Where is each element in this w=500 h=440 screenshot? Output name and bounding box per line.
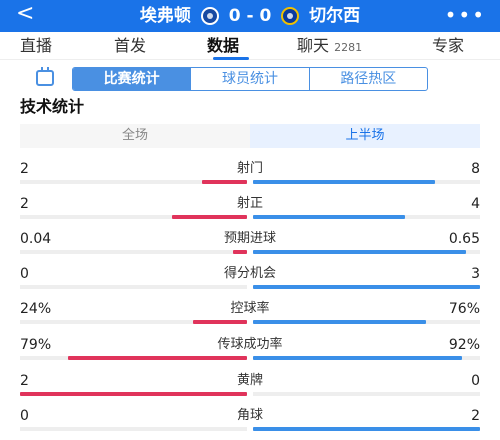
section-title: 技术统计 <box>20 97 85 116</box>
stat-row: 2 射门 8 <box>0 160 500 194</box>
home-stat-track <box>20 392 247 396</box>
stat-row: 0 角球 2 <box>0 407 500 440</box>
stat-label: 传球成功率 <box>217 337 283 352</box>
home-stat-value: 0.04 <box>20 231 52 247</box>
stat-label: 控球率 <box>230 301 270 316</box>
away-stat-value: 92% <box>448 337 480 353</box>
away-stat-value: 4 <box>471 196 480 212</box>
away-team-name: 切尔西 <box>309 6 361 26</box>
period-full-match[interactable]: 全场 <box>20 124 250 148</box>
away-stat-value: 76% <box>448 301 480 317</box>
away-stat-track <box>253 250 480 254</box>
home-stat-bar <box>68 356 247 360</box>
subtab-match-stats[interactable]: 比赛统计 <box>73 68 191 90</box>
tab-chat[interactable]: 聊天 2281 <box>297 36 363 55</box>
away-stat-value: 2 <box>471 408 480 424</box>
period-first-half[interactable]: 上半场 <box>250 124 480 148</box>
away-stat-value: 0.65 <box>448 231 480 247</box>
away-stat-value: 3 <box>471 266 480 282</box>
home-stat-bar <box>172 215 247 219</box>
stat-row: 0 得分机会 3 <box>0 265 500 299</box>
home-stat-bar <box>202 180 247 184</box>
away-stat-bar <box>253 250 466 254</box>
away-stat-track <box>253 356 480 360</box>
match-title: 埃弗顿 0 - 0 切尔西 <box>0 5 500 27</box>
stat-label: 角球 <box>236 408 263 423</box>
home-stat-track <box>20 427 247 431</box>
stat-label: 射门 <box>236 161 263 176</box>
stats-subtabs: 比赛统计 球员统计 路径热区 <box>72 67 428 91</box>
away-stat-bar <box>253 180 435 184</box>
subtab-player-stats[interactable]: 球员统计 <box>190 68 308 90</box>
score: 0 - 0 <box>228 6 272 26</box>
stat-label: 预期进球 <box>223 231 276 246</box>
away-stat-track <box>253 320 480 324</box>
home-stat-value: 2 <box>20 196 29 212</box>
main-tabs: 直播 首发 数据 聊天 2281 专家 <box>0 32 500 60</box>
away-stat-bar <box>253 320 426 324</box>
home-stat-bar <box>20 392 247 396</box>
home-team-name: 埃弗顿 <box>139 6 191 26</box>
away-stat-track <box>253 285 480 289</box>
away-stat-bar <box>253 215 405 219</box>
subtab-heatmap[interactable]: 路径热区 <box>308 68 427 90</box>
tab-experts[interactable]: 专家 <box>432 36 465 55</box>
home-stat-value: 0 <box>20 266 29 282</box>
active-tab-indicator <box>213 57 249 60</box>
home-stat-track <box>20 285 247 289</box>
chat-count: 2281 <box>334 41 363 54</box>
away-stat-bar <box>253 356 462 360</box>
home-stat-track <box>20 356 247 360</box>
away-stat-value: 0 <box>471 373 480 389</box>
home-stat-track <box>20 215 247 219</box>
home-stat-value: 79% <box>20 337 52 353</box>
stat-row: 2 射正 4 <box>0 195 500 229</box>
stat-row: 79% 传球成功率 92% <box>0 336 500 370</box>
away-stat-track <box>253 180 480 184</box>
stat-row: 24% 控球率 76% <box>0 300 500 334</box>
period-toggle: 全场 上半场 <box>20 124 480 148</box>
stat-label: 黄牌 <box>236 373 263 388</box>
stat-label: 得分机会 <box>223 266 276 281</box>
stat-row: 0.04 预期进球 0.65 <box>0 230 500 264</box>
tab-lineup[interactable]: 首发 <box>114 36 147 55</box>
stat-row: 2 黄牌 0 <box>0 372 500 406</box>
away-stat-value: 8 <box>471 161 480 177</box>
chelsea-crest-icon <box>281 7 300 25</box>
home-stat-value: 2 <box>20 373 29 389</box>
home-stat-value: 24% <box>20 301 52 317</box>
away-stat-track <box>253 215 480 219</box>
home-stat-track <box>20 250 247 254</box>
match-header: < 埃弗顿 0 - 0 切尔西 ••• <box>0 0 500 32</box>
home-stat-value: 2 <box>20 161 29 177</box>
tab-data[interactable]: 数据 <box>207 36 240 55</box>
home-stat-track <box>20 180 247 184</box>
everton-crest-icon <box>200 7 219 25</box>
home-stat-track <box>20 320 247 324</box>
away-stat-track <box>253 392 480 396</box>
stat-label: 射正 <box>236 196 263 211</box>
more-icon[interactable]: ••• <box>444 3 486 27</box>
back-icon[interactable]: < <box>16 1 35 26</box>
home-stat-value: 0 <box>20 408 29 424</box>
home-stat-bar <box>193 320 247 324</box>
away-stat-track <box>253 427 480 431</box>
away-stat-bar <box>253 427 480 431</box>
away-stat-bar <box>253 285 480 289</box>
calendar-icon[interactable] <box>36 67 54 86</box>
tab-live[interactable]: 直播 <box>20 36 53 55</box>
home-stat-bar <box>233 250 247 254</box>
